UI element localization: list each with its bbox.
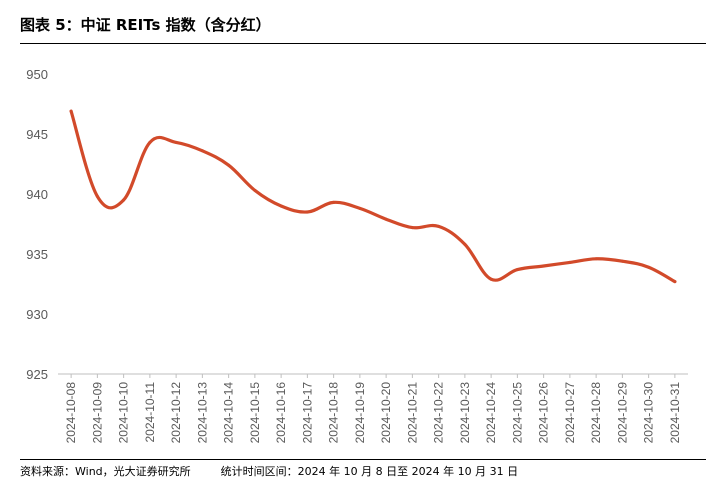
y-tick-label: 935	[26, 247, 48, 262]
x-tick-label: 2024-10-10	[117, 382, 131, 444]
data-point	[332, 200, 336, 204]
x-tick-label: 2024-10-31	[668, 382, 682, 444]
period-note: 统计时间区间：2024 年 10 月 8 日至 2024 年 10 月 31 日	[220, 465, 519, 478]
series-group	[69, 109, 677, 284]
data-point	[489, 277, 493, 281]
x-tick-label: 2024-10-12	[169, 382, 183, 444]
x-axis: 2024-10-08 2024-10-09 2024-10-10 2024-10-11…	[64, 374, 682, 443]
y-tick-label: 945	[26, 127, 48, 142]
x-tick-label: 2024-10-16	[274, 382, 288, 444]
x-tick-label: 2024-10-14	[222, 382, 236, 444]
data-point	[253, 188, 257, 192]
data-point	[95, 194, 99, 198]
data-point	[647, 265, 651, 269]
data-point	[305, 210, 309, 214]
data-point	[227, 163, 231, 167]
data-point	[410, 226, 414, 230]
x-tick-label: 2024-10-13	[195, 382, 209, 444]
x-tick-label: 2024-10-26	[537, 382, 551, 444]
series-line	[69, 109, 677, 284]
x-tick-label: 2024-10-25	[510, 382, 524, 444]
bottom-rule	[20, 459, 706, 460]
y-tick-label: 930	[26, 307, 48, 322]
x-tick-label: 2024-10-11	[143, 382, 157, 443]
y-tick-label: 940	[26, 187, 48, 202]
y-axis: 925 930 935 940 945 950	[26, 67, 48, 382]
x-tick-label: 2024-10-17	[300, 382, 314, 444]
x-tick-label: 2024-10-24	[484, 382, 498, 444]
x-tick-label: 2024-10-29	[615, 382, 629, 444]
data-point	[437, 224, 441, 228]
data-point	[69, 109, 73, 113]
x-tick-label: 2024-10-09	[90, 382, 104, 444]
data-point	[174, 140, 178, 144]
x-tick-label: 2024-10-28	[589, 382, 603, 444]
data-point	[463, 242, 467, 246]
x-tick-label: 2024-10-20	[379, 382, 393, 444]
data-point	[200, 149, 204, 153]
data-point	[384, 217, 388, 221]
x-tick-label: 2024-10-21	[405, 382, 419, 444]
figure-title: 图表 5：中证 REITs 指数（含分红）	[20, 16, 271, 34]
data-point	[673, 280, 677, 284]
y-tick-label: 950	[26, 67, 48, 82]
data-point	[594, 257, 598, 261]
x-tick-label: 2024-10-18	[327, 382, 341, 444]
x-tick-label: 2024-10-30	[642, 382, 656, 444]
x-tick-label: 2024-10-15	[248, 382, 262, 444]
y-tick-label: 925	[26, 367, 48, 382]
top-rule	[20, 43, 706, 44]
data-point	[279, 204, 283, 208]
data-point	[568, 260, 572, 264]
x-tick-label: 2024-10-22	[432, 382, 446, 444]
footer: 资料来源：Wind，光大证券研究所 统计时间区间：2024 年 10 月 8 日至…	[20, 463, 518, 479]
data-point	[515, 268, 519, 272]
x-tick-label: 2024-10-08	[64, 382, 78, 444]
x-tick-label: 2024-10-23	[458, 382, 472, 444]
x-tick-label: 2024-10-19	[353, 382, 367, 444]
data-point	[148, 140, 152, 144]
data-point	[122, 198, 126, 202]
data-point	[358, 206, 362, 210]
data-point	[542, 264, 546, 268]
x-tick-label: 2024-10-27	[563, 382, 577, 444]
data-point	[620, 259, 624, 263]
source-note: 资料来源：Wind，光大证券研究所	[20, 465, 191, 478]
